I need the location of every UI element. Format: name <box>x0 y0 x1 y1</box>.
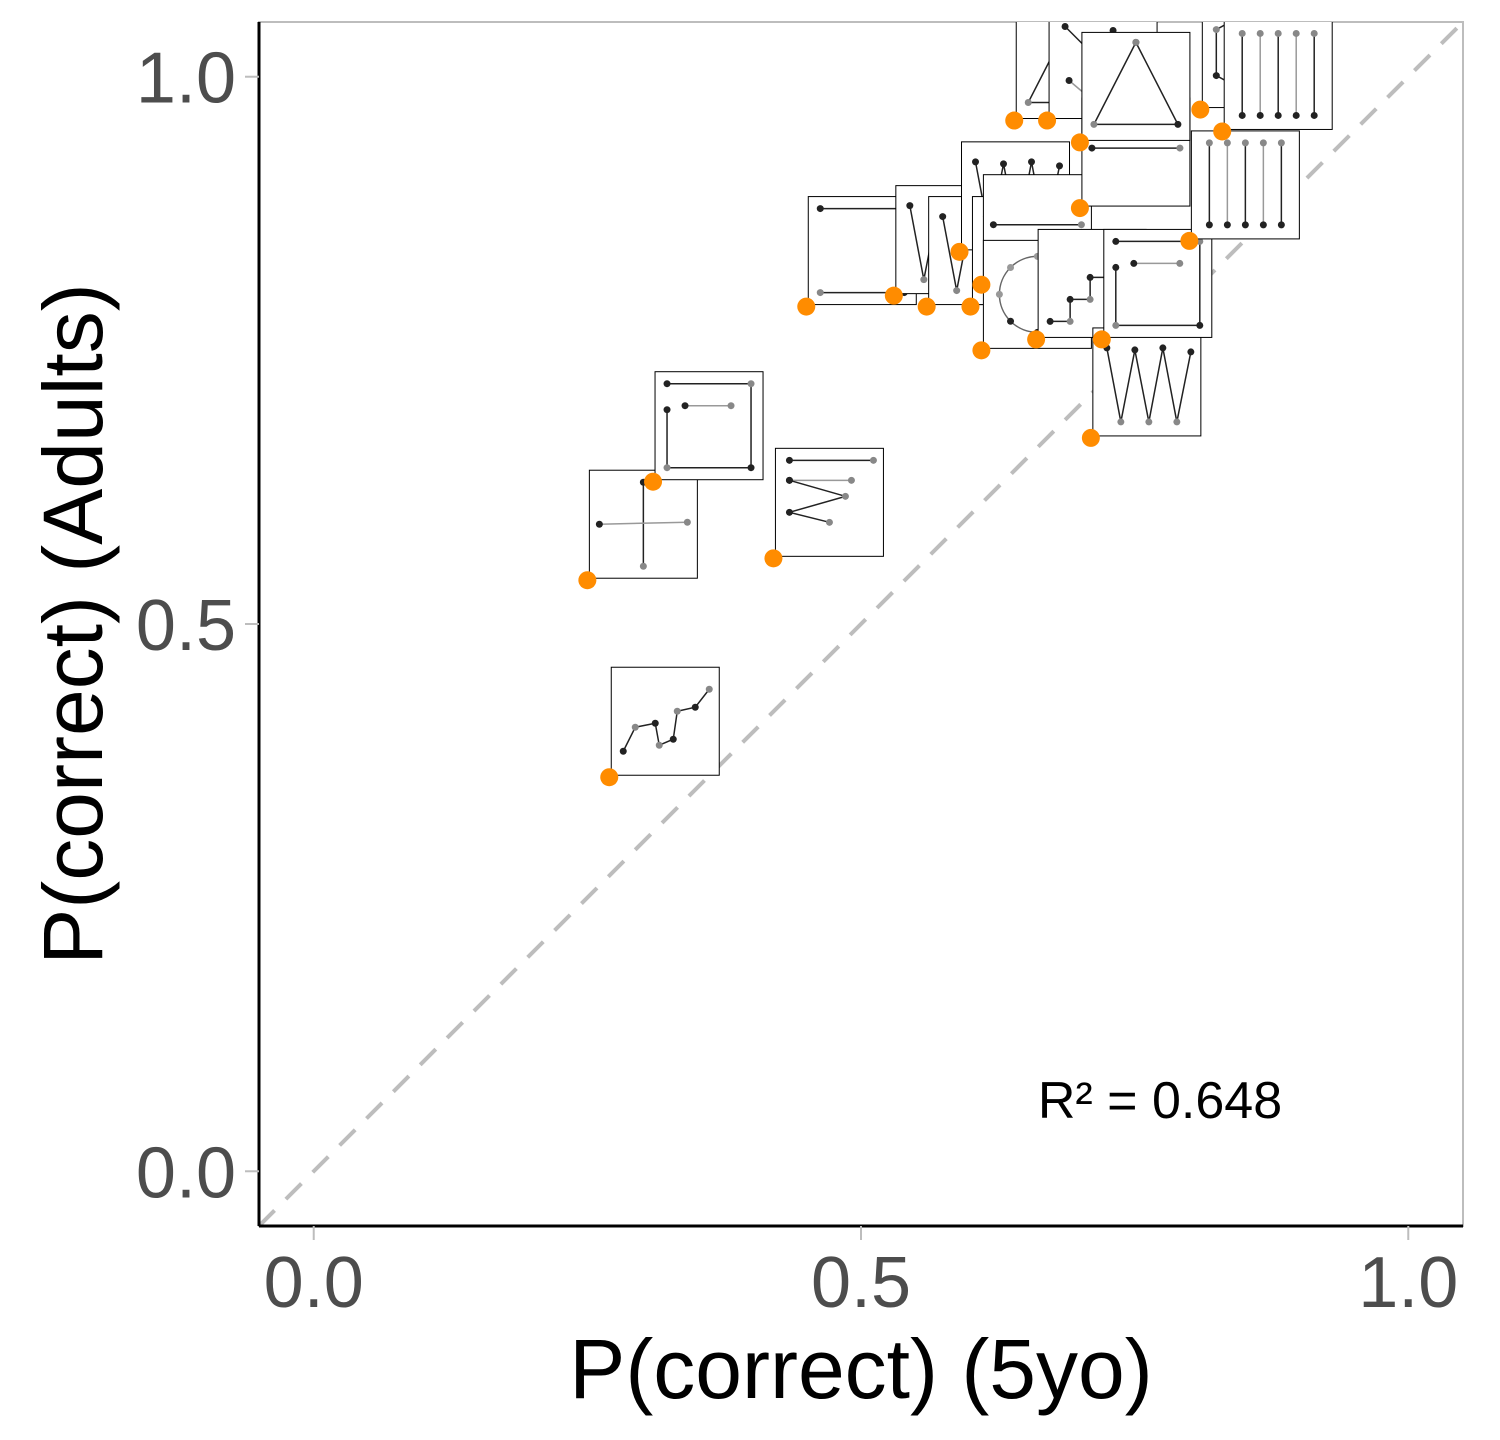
data-point <box>1191 100 1210 119</box>
data-point <box>1092 330 1111 349</box>
data-point <box>1005 111 1024 130</box>
r-squared-annotation: R² = 0.648 <box>1038 1072 1282 1130</box>
stimulus-glyph <box>1081 31 1191 141</box>
plot-area <box>259 22 1463 1226</box>
data-point <box>1027 330 1046 349</box>
tick-layer: 0.0 0.5 1.0 0.0 0.5 1.0 <box>136 39 1458 1323</box>
data-point <box>600 768 619 787</box>
stimulus-glyph <box>588 469 698 579</box>
x-axis-title: P(correct) (5yo) <box>569 1322 1152 1416</box>
data-point <box>1081 428 1100 447</box>
point-layer <box>578 100 1232 787</box>
data-point <box>1213 122 1232 141</box>
x-tick-label: 0.0 <box>264 1243 364 1323</box>
stimulus-glyph <box>610 666 720 776</box>
data-point <box>1038 111 1057 130</box>
data-point <box>1070 199 1089 218</box>
data-point <box>797 297 816 316</box>
stimulus-glyph <box>1092 327 1202 437</box>
data-point <box>764 549 783 568</box>
data-point <box>644 472 663 491</box>
data-point <box>972 341 991 360</box>
data-point <box>578 571 597 590</box>
data-point <box>1180 231 1199 250</box>
y-tick-label: 1.0 <box>136 39 236 119</box>
stimulus-glyph <box>654 371 764 481</box>
y-axis-title: P(correct) (Adults) <box>26 283 120 964</box>
x-tick-label: 1.0 <box>1358 1243 1458 1323</box>
stimulus-glyph <box>774 447 884 557</box>
y-tick-label: 0.5 <box>136 586 236 666</box>
y-tick-label: 0.0 <box>136 1133 236 1213</box>
x-tick-label: 0.5 <box>811 1243 911 1323</box>
data-point <box>972 275 991 294</box>
data-point <box>917 297 936 316</box>
stimulus-glyph <box>1223 22 1333 130</box>
data-point <box>950 242 969 261</box>
data-point <box>1070 133 1089 152</box>
data-point <box>884 286 903 305</box>
stimulus-glyph <box>1190 130 1300 240</box>
data-point <box>961 297 980 316</box>
